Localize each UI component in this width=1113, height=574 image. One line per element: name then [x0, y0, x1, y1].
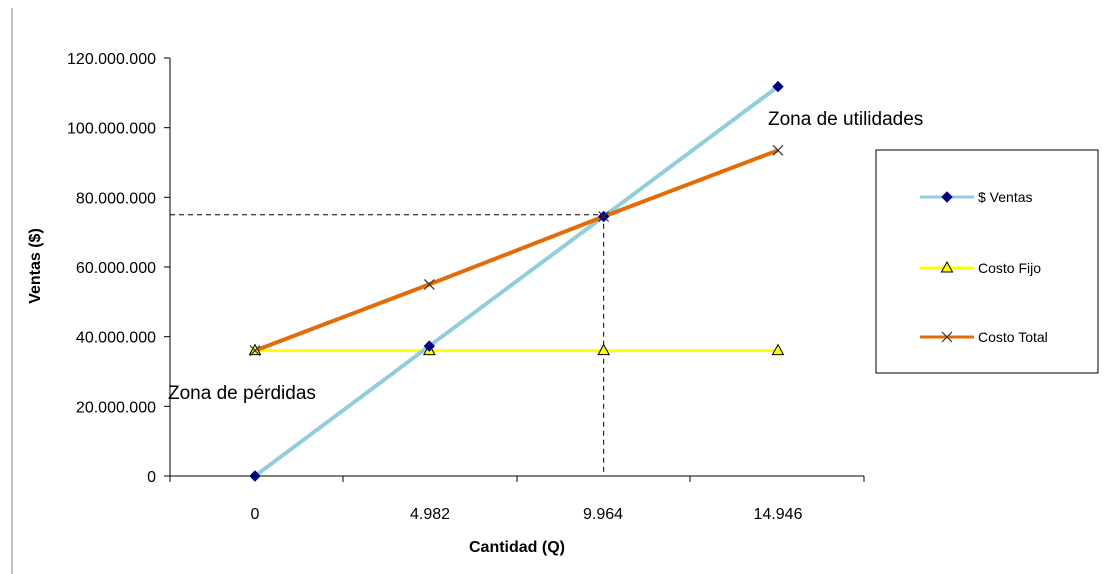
break-even-reference-lines	[170, 214, 605, 476]
labels-group: Zona de utilidades Zona de pérdidas	[168, 109, 923, 404]
legend-marker	[941, 331, 953, 343]
legend-label: Costo Total	[978, 329, 1048, 345]
y-tick-label: 100.000.000	[67, 121, 156, 138]
y-tick-label: 0	[147, 469, 156, 486]
series-point-ventas	[423, 340, 436, 352]
annotation-zona-utilidades: Zona de utilidades	[768, 109, 923, 130]
y-tick-label: 60.000.000	[76, 260, 156, 277]
annotation-zona-perdidas: Zona de pérdidas	[168, 383, 316, 404]
series-point-ventas	[772, 80, 784, 93]
y-tick-label: 20.000.000	[76, 399, 156, 416]
series-lines-group	[253, 84, 780, 478]
legend-label: Costo Fijo	[978, 260, 1041, 276]
x-tick-label: 4.982	[410, 506, 450, 523]
x-axis-title: Cantidad (Q)	[469, 539, 565, 556]
series-point-costo-fijo	[597, 343, 611, 356]
legend-marker	[940, 260, 954, 273]
series-point-costo-total	[772, 144, 784, 156]
series-point-costo-fijo	[771, 343, 785, 356]
x-tick-label: 9.964	[583, 506, 623, 523]
legend: $ Ventas Costo Fijo Costo Total	[875, 149, 1099, 374]
series-point-costo-total	[249, 345, 261, 357]
axes-group: 0 20.000.000 40.000.000 60.000.000 80.000.00…	[27, 51, 865, 556]
legend-label: $ Ventas	[978, 189, 1033, 205]
y-axis-title: Ventas ($)	[27, 228, 44, 304]
y-tick-label: 80.000.000	[76, 190, 156, 207]
series-line-costo-total	[254, 148, 779, 353]
x-tick-label: 14.946	[754, 506, 803, 523]
series-point-costo-total	[423, 278, 435, 290]
series-markers-group	[248, 80, 785, 482]
series-line-ventas	[253, 84, 780, 478]
legend-box	[875, 149, 1099, 374]
series-point-costo-fijo	[248, 343, 262, 356]
legend-marker	[941, 191, 953, 203]
series-point-costo-total	[598, 211, 610, 222]
y-tick-label: 40.000.000	[76, 330, 156, 347]
series-point-ventas	[249, 470, 261, 482]
y-tick-label: 120.000.000	[67, 51, 156, 68]
x-tick-label: 0	[251, 506, 260, 523]
